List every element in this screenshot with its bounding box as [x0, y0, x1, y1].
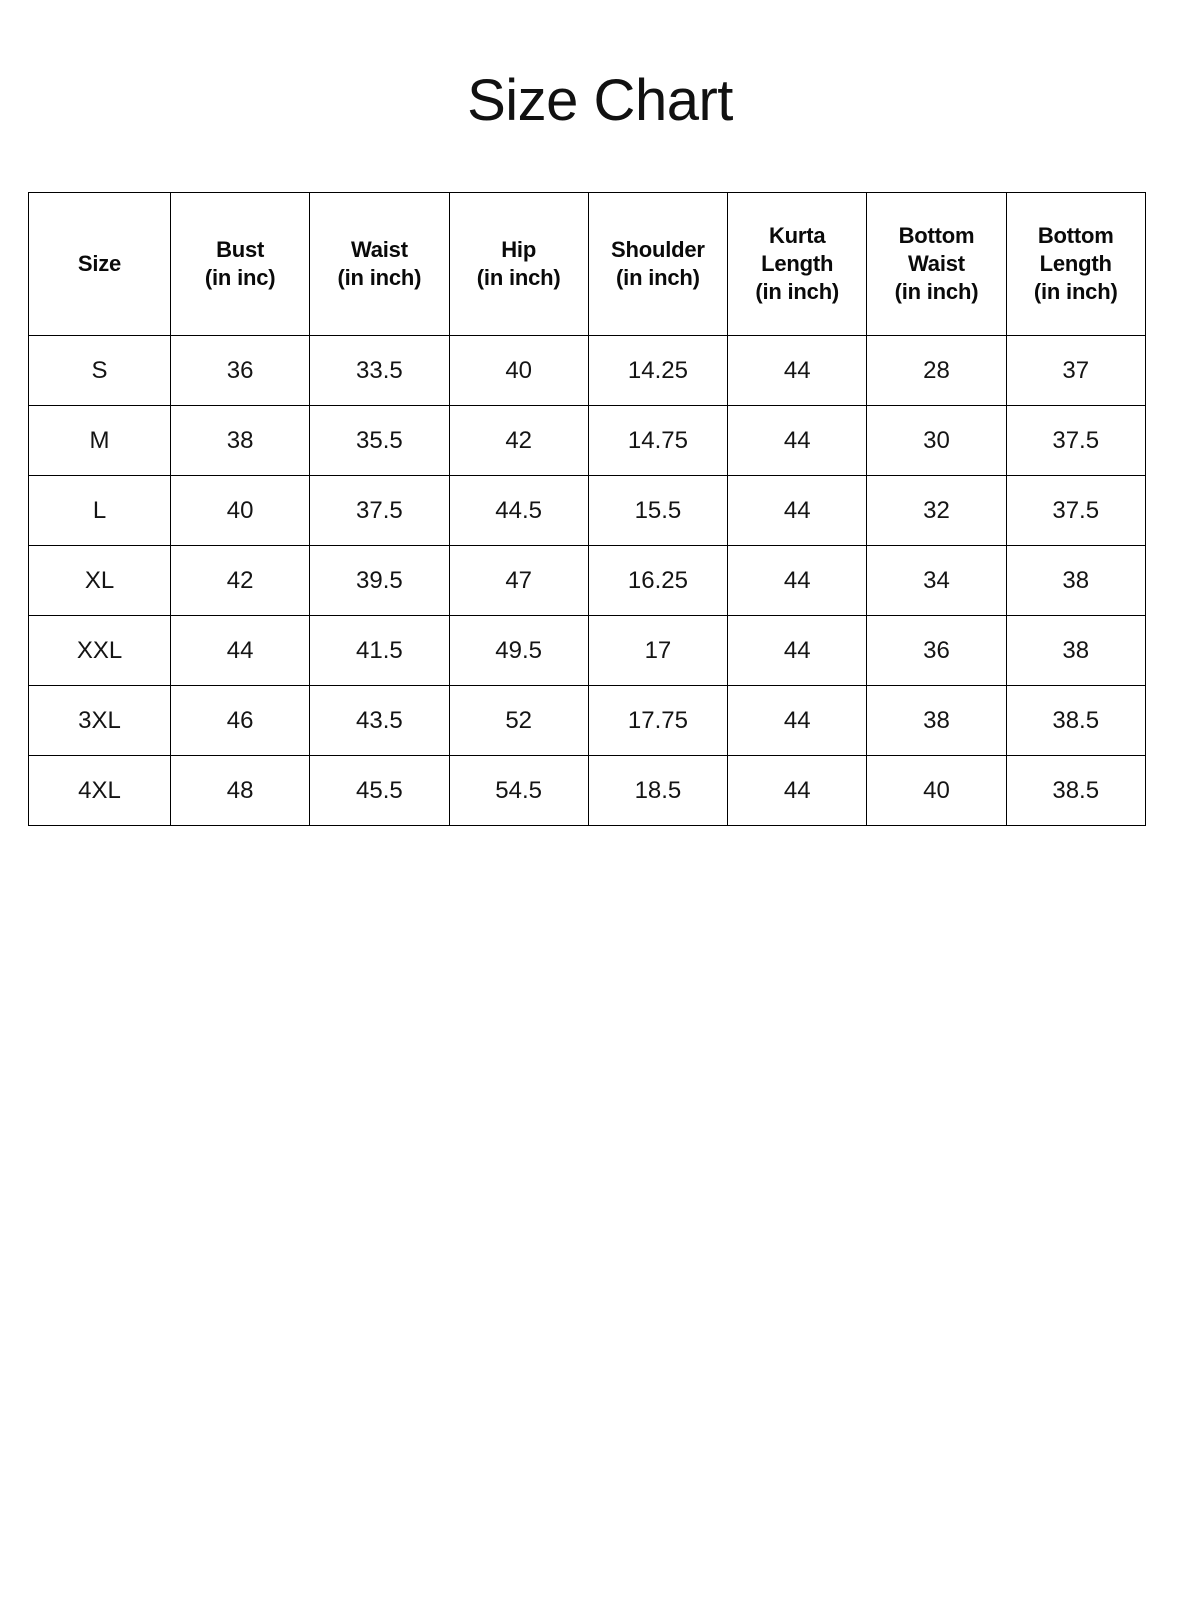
- cell-shoulder: 15.5: [587, 475, 729, 546]
- header-line: Bottom: [898, 223, 975, 248]
- cell-bottom-length: 38.5: [1005, 685, 1146, 756]
- table-row: L 40 37.5 44.5 15.5 44 32 37.5: [28, 475, 1146, 546]
- cell-size: XL: [28, 545, 171, 616]
- cell-bottom-waist: 36: [866, 615, 1007, 686]
- cell-kurta-length: 44: [727, 405, 868, 476]
- cell-bust: 36: [169, 335, 311, 406]
- header-line: Length: [1039, 251, 1112, 276]
- cell-shoulder: 17.75: [587, 685, 729, 756]
- cell-shoulder: 14.75: [587, 405, 729, 476]
- cell-waist: 43.5: [309, 685, 450, 756]
- cell-size: M: [28, 405, 171, 476]
- header-line: Waist: [350, 237, 408, 262]
- cell-kurta-length: 44: [727, 755, 868, 826]
- header-line: Bottom: [1037, 223, 1114, 248]
- cell-hip: 49.5: [448, 615, 589, 686]
- cell-hip: 54.5: [448, 755, 589, 826]
- cell-bottom-waist: 34: [866, 545, 1007, 616]
- cell-hip: 42: [448, 405, 589, 476]
- column-header-bottom-length: Bottom Length (in inch): [1005, 192, 1146, 336]
- cell-hip: 40: [448, 335, 589, 406]
- header-line: Size: [77, 251, 122, 276]
- header-line: (in inch): [894, 279, 979, 304]
- header-line: (in inch): [337, 265, 422, 290]
- header-line: Waist: [908, 251, 965, 276]
- cell-bottom-length: 38: [1005, 615, 1146, 686]
- size-chart-table-container: Size Bust (in inc) Waist (in inch) Hip (…: [28, 192, 1146, 826]
- table-header: Size Bust (in inc) Waist (in inch) Hip (…: [28, 192, 1146, 336]
- cell-bust: 48: [169, 755, 311, 826]
- cell-bottom-waist: 40: [866, 755, 1007, 826]
- table-header-row: Size Bust (in inc) Waist (in inch) Hip (…: [28, 192, 1146, 336]
- cell-kurta-length: 44: [727, 615, 868, 686]
- header-line: Length: [761, 251, 834, 276]
- column-header-kurta-length: Kurta Length (in inch): [727, 192, 868, 336]
- table-row: 4XL 48 45.5 54.5 18.5 44 40 38.5: [28, 755, 1146, 826]
- cell-waist: 37.5: [309, 475, 450, 546]
- cell-bust: 38: [169, 405, 311, 476]
- header-line: Shoulder: [611, 237, 705, 262]
- table-body: S 36 33.5 40 14.25 44 28 37 M 38 35.5 42…: [28, 335, 1146, 826]
- table-row: M 38 35.5 42 14.75 44 30 37.5: [28, 405, 1146, 476]
- header-line: Kurta: [768, 223, 826, 248]
- cell-waist: 41.5: [309, 615, 450, 686]
- cell-bust: 46: [169, 685, 311, 756]
- cell-hip: 47: [448, 545, 589, 616]
- column-header-hip: Hip (in inch): [448, 192, 589, 336]
- cell-size: 4XL: [28, 755, 171, 826]
- cell-bust: 42: [169, 545, 311, 616]
- header-line: (in inch): [755, 279, 840, 304]
- cell-bottom-waist: 32: [866, 475, 1007, 546]
- column-header-waist: Waist (in inch): [309, 192, 450, 336]
- table-row: XXL 44 41.5 49.5 17 44 36 38: [28, 615, 1146, 686]
- header-line: (in inch): [616, 265, 700, 290]
- cell-size: 3XL: [28, 685, 171, 756]
- cell-bottom-waist: 30: [866, 405, 1007, 476]
- column-header-bust: Bust (in inc): [169, 192, 311, 336]
- table-row: 3XL 46 43.5 52 17.75 44 38 38.5: [28, 685, 1146, 756]
- cell-waist: 33.5: [309, 335, 450, 406]
- column-header-shoulder: Shoulder (in inch): [587, 192, 729, 336]
- header-line: (in inch): [1033, 279, 1118, 304]
- cell-hip: 52: [448, 685, 589, 756]
- cell-size: S: [28, 335, 171, 406]
- cell-bottom-length: 37.5: [1005, 405, 1146, 476]
- page-title: Size Chart: [467, 68, 733, 133]
- cell-bottom-length: 37: [1005, 335, 1146, 406]
- cell-hip: 44.5: [448, 475, 589, 546]
- cell-kurta-length: 44: [727, 685, 868, 756]
- header-line: (in inc): [204, 265, 276, 290]
- cell-bust: 44: [169, 615, 311, 686]
- cell-bottom-length: 38.5: [1005, 755, 1146, 826]
- column-header-bottom-waist: Bottom Waist (in inch): [866, 192, 1007, 336]
- size-chart-table: Size Bust (in inc) Waist (in inch) Hip (…: [28, 192, 1146, 826]
- cell-size: XXL: [28, 615, 171, 686]
- cell-shoulder: 16.25: [587, 545, 729, 616]
- cell-shoulder: 14.25: [587, 335, 729, 406]
- column-header-size: Size: [28, 192, 171, 336]
- cell-bottom-length: 37.5: [1005, 475, 1146, 546]
- cell-bust: 40: [169, 475, 311, 546]
- cell-kurta-length: 44: [727, 545, 868, 616]
- table-row: XL 42 39.5 47 16.25 44 34 38: [28, 545, 1146, 616]
- cell-shoulder: 18.5: [587, 755, 729, 826]
- header-line: Hip: [501, 237, 537, 262]
- cell-waist: 35.5: [309, 405, 450, 476]
- cell-size: L: [28, 475, 171, 546]
- cell-bottom-waist: 38: [866, 685, 1007, 756]
- cell-waist: 45.5: [309, 755, 450, 826]
- cell-kurta-length: 44: [727, 335, 868, 406]
- table-row: S 36 33.5 40 14.25 44 28 37: [28, 335, 1146, 406]
- cell-shoulder: 17: [587, 615, 729, 686]
- cell-kurta-length: 44: [727, 475, 868, 546]
- header-line: Bust: [216, 237, 265, 262]
- cell-bottom-waist: 28: [866, 335, 1007, 406]
- cell-bottom-length: 38: [1005, 545, 1146, 616]
- cell-waist: 39.5: [309, 545, 450, 616]
- header-line: (in inch): [476, 265, 561, 290]
